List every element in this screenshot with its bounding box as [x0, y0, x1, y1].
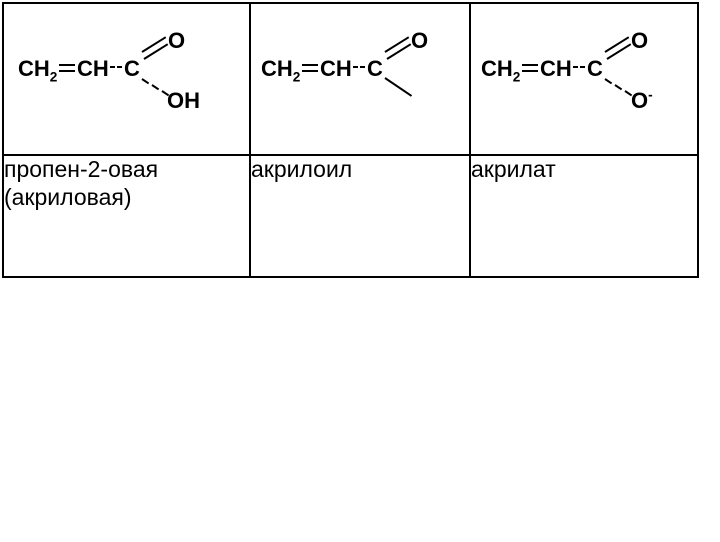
bond-co-2	[606, 43, 631, 60]
atom-ch2: CH2	[261, 56, 300, 82]
compound-name-1-line1: пропен-2-овая	[4, 156, 249, 184]
structure-2: CH2 CH C O	[251, 4, 469, 154]
bond-chc-1	[573, 66, 578, 68]
atom-ch2: CH2	[481, 56, 520, 82]
bond-chc-2	[360, 66, 365, 68]
atom-o-top: O	[168, 28, 185, 54]
atom-o-top: O	[631, 28, 648, 54]
bond-co-d1	[604, 78, 612, 84]
atom-c: C	[587, 56, 603, 82]
bond-dbl-bot	[59, 70, 75, 72]
compound-name-1-line2: (акриловая)	[4, 184, 249, 212]
chem-table: CH2 CH C O OH CH2	[2, 2, 699, 278]
structure-row: CH2 CH C O OH CH2	[3, 3, 698, 155]
bond-chc-1	[353, 66, 358, 68]
structure-cell-1: CH2 CH C O OH	[3, 3, 250, 155]
bond-coh-1	[141, 78, 149, 84]
atom-bottom: O-	[631, 88, 653, 114]
label-row: пропен-2-овая (акриловая) акрилоил акрил…	[3, 155, 698, 277]
atom-ch: CH	[540, 56, 572, 82]
bond-dbl-top	[522, 64, 538, 66]
bond-down	[384, 77, 412, 97]
compound-name-3-line1: акрилат	[471, 156, 697, 184]
bond-dbl-bot	[302, 70, 318, 72]
label-cell-2: акрилоил	[250, 155, 470, 277]
label-cell-1: пропен-2-овая (акриловая)	[3, 155, 250, 277]
atom-ch: CH	[320, 56, 352, 82]
bond-chc-2	[580, 66, 585, 68]
bond-chc-2	[117, 66, 122, 68]
structure-cell-2: CH2 CH C O	[250, 3, 470, 155]
bond-co-2	[143, 43, 168, 60]
atom-c: C	[367, 56, 383, 82]
bond-co-2	[386, 43, 411, 60]
atom-bottom: OH	[167, 88, 200, 114]
bond-dbl-bot	[522, 70, 538, 72]
atom-o-top: O	[411, 28, 428, 54]
structure-3: CH2 CH C O O-	[471, 4, 697, 154]
structure-1: CH2 CH C O OH	[4, 4, 249, 154]
bond-chc-1	[110, 66, 115, 68]
bond-co-d2	[614, 84, 622, 90]
structure-cell-3: CH2 CH C O O-	[470, 3, 698, 155]
compound-name-2-line1: акрилоил	[251, 156, 469, 184]
atom-ch2: CH2	[18, 56, 57, 82]
label-cell-3: акрилат	[470, 155, 698, 277]
bond-dbl-top	[59, 64, 75, 66]
atom-c: C	[124, 56, 140, 82]
atom-ch: CH	[77, 56, 109, 82]
bond-coh-2	[151, 84, 159, 90]
bond-dbl-top	[302, 64, 318, 66]
